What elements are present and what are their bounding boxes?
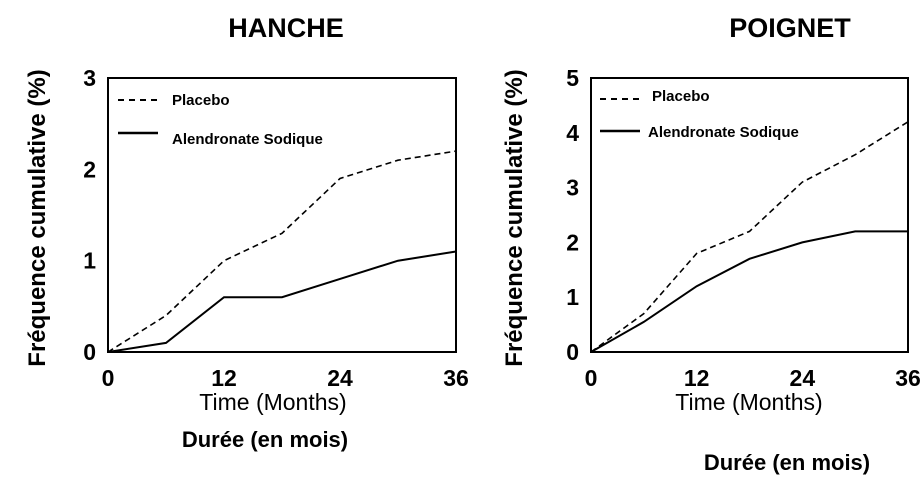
legend-label-placebo: Placebo: [652, 88, 710, 105]
y-tick-label: 3: [566, 175, 579, 201]
legend: Placebo Alendronate Sodique: [118, 92, 323, 148]
series-line-placebo: [107, 150, 457, 353]
series-lines: [107, 150, 457, 353]
y-axis-label: Fréquence cumulative (%): [501, 69, 528, 366]
x-tick-label: 12: [684, 365, 710, 391]
x-tick-labels: 0 12 24 36: [585, 365, 921, 391]
x-axis-label-french: Durée (en mois): [182, 427, 348, 452]
series-line-placebo: [590, 121, 909, 353]
y-tick-label: 2: [566, 229, 579, 255]
x-axis-label-french: Durée (en mois): [704, 450, 870, 475]
plot-frame: [107, 77, 457, 353]
series-lines: [590, 121, 909, 353]
panel-title: HANCHE: [228, 13, 344, 43]
y-tick-label: 5: [566, 65, 579, 91]
y-tick-labels: 0 1 2 3: [83, 65, 96, 365]
x-tick-label: 24: [790, 365, 816, 391]
x-tick-label: 0: [102, 365, 115, 391]
y-tick-label: 0: [566, 339, 579, 365]
chart-panel-poignet: POIGNET Fréquence cumulative (%) 012345 …: [501, 13, 921, 475]
legend: Placebo Alendronate Sodique: [600, 88, 799, 141]
y-tick-label: 1: [83, 248, 96, 274]
x-tick-label: 24: [327, 365, 353, 391]
x-tick-labels: 0 12 24 36: [102, 365, 469, 391]
series-line-alendronate: [107, 250, 457, 353]
legend-label-placebo: Placebo: [172, 92, 230, 109]
plot-frame: [590, 77, 909, 353]
x-axis-label: Time (Months): [675, 389, 822, 415]
x-tick-label: 12: [211, 365, 237, 391]
x-tick-label: 0: [585, 365, 598, 391]
y-tick-label: 1: [566, 284, 579, 310]
x-tick-label: 36: [895, 365, 921, 391]
panel-title: POIGNET: [729, 13, 851, 43]
x-tick-label: 36: [443, 365, 469, 391]
legend-label-alendronate: Alendronate Sodique: [172, 131, 323, 148]
legend-label-alendronate: Alendronate Sodique: [648, 124, 799, 141]
series-line-alendronate: [590, 230, 908, 353]
x-axis-label: Time (Months): [199, 389, 346, 415]
y-tick-label: 4: [566, 120, 579, 146]
y-axis-label: Fréquence cumulative (%): [24, 69, 51, 366]
y-tick-label: 0: [83, 339, 96, 365]
y-tick-label: 3: [83, 65, 96, 91]
y-tick-labels: 0 1 2 3 4 5: [566, 65, 579, 365]
y-tick-label: 2: [83, 156, 96, 182]
